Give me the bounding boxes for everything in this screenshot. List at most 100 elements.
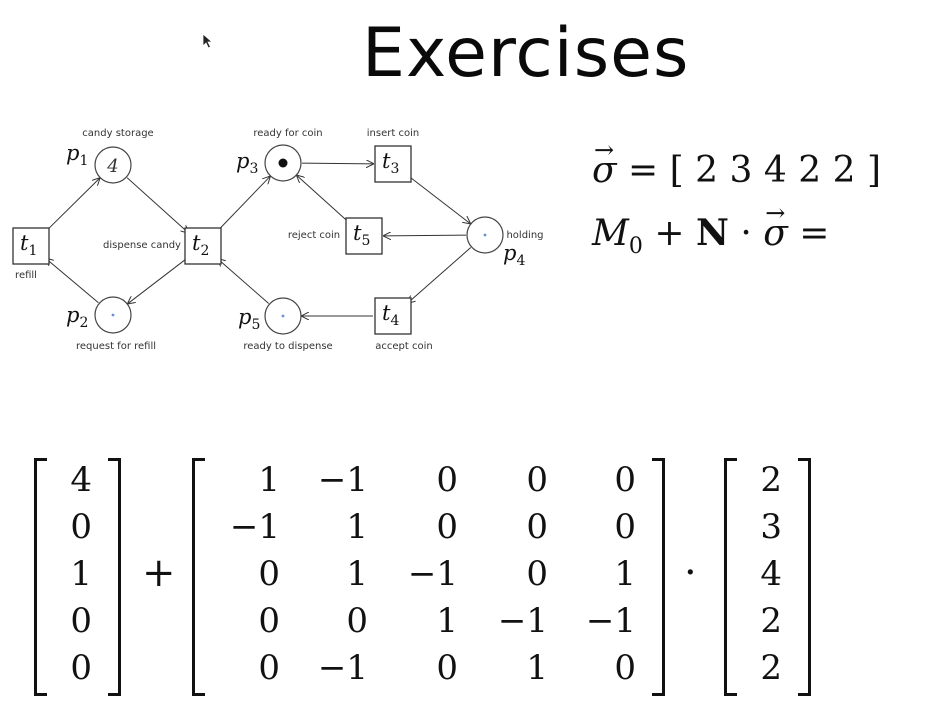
place-label: candy storage [82, 128, 153, 139]
arc-arrow [216, 177, 270, 232]
place-symbol: p4 [503, 241, 525, 269]
matrix-cell: 0 [258, 648, 280, 688]
matrix-cell: 0 [614, 648, 636, 688]
arc-arrow [301, 163, 373, 164]
sigma-value: 3 [729, 150, 753, 191]
place-label: holding [506, 230, 543, 241]
incidence-symbol: N [695, 212, 729, 254]
matrix-cell: 0 [526, 507, 548, 547]
arc-arrow [128, 257, 188, 303]
transition-label: dispense candy [103, 240, 181, 251]
matrix-cell: −1 [407, 554, 458, 594]
place-center-dot-icon [483, 233, 487, 237]
place-center-dot-icon [111, 313, 115, 317]
vector-cell: 4 [760, 554, 782, 594]
vector-cell: 1 [70, 554, 92, 594]
matrix-cell: −1 [585, 601, 636, 641]
sigma-symbol: σ [763, 213, 788, 254]
bracket-left [192, 458, 205, 696]
plus-operator: + [142, 550, 176, 596]
arc-arrow [408, 247, 472, 303]
transition-label: accept coin [375, 341, 432, 352]
matrix-cell: 0 [436, 648, 458, 688]
matrix-cell: 1 [614, 554, 636, 594]
transition-t1 [12, 227, 50, 265]
sigma-value: 4 [763, 150, 787, 191]
transition-t4 [374, 297, 412, 335]
arc-arrow [44, 178, 99, 233]
matrix-cell: 1 [526, 648, 548, 688]
matrix-cell: 0 [346, 601, 368, 641]
petri-net-diagram: 4 candy storage p1 request for refill p2 read… [12, 128, 544, 352]
place-symbol: p2 [66, 303, 88, 331]
place-p1 [94, 146, 132, 184]
matrix-cell: 0 [526, 460, 548, 500]
vector-cell: 0 [70, 507, 92, 547]
sigma-equals: = [628, 150, 659, 191]
arc-arrow [126, 177, 188, 233]
matrix-cell: 1 [346, 507, 368, 547]
token-count: 4 [106, 156, 118, 177]
matrix-cell: 1 [346, 554, 368, 594]
mouse-pointer-icon [202, 33, 214, 49]
matrix-cell: 1 [436, 601, 458, 641]
place-symbol: p5 [238, 305, 260, 333]
sigma-value: 2 [832, 150, 856, 191]
sigma-bracket-close: ] [866, 150, 881, 191]
bracket-left [724, 458, 737, 696]
matrix-cell: 0 [526, 554, 548, 594]
sigma-value: 2 [798, 150, 822, 191]
transition-label: reject coin [288, 230, 340, 241]
marking-symbol: M [592, 213, 629, 254]
bracket-left [34, 458, 47, 696]
place-label: ready to dispense [243, 341, 332, 352]
bracket-right [798, 458, 811, 696]
arc-arrow [408, 175, 470, 223]
vector-cell: 4 [70, 460, 92, 500]
token-icon [278, 158, 288, 168]
sigma-value: 2 [695, 150, 719, 191]
vector-cell: 0 [70, 648, 92, 688]
matrix-cell: −1 [229, 507, 280, 547]
bracket-right [108, 458, 121, 696]
plus-operator: + [654, 213, 685, 254]
matrix-cell: 0 [258, 601, 280, 641]
arc-arrow [46, 259, 99, 304]
state-equation: M0 + N · σ → = [592, 199, 830, 259]
bracket-right [652, 458, 665, 696]
matrix-cell: −1 [497, 601, 548, 641]
transition-label: refill [15, 270, 37, 281]
arc-arrow [384, 235, 467, 236]
page-title: Exercises [362, 14, 690, 93]
place-label: request for refill [76, 341, 156, 352]
vector-cell: 0 [70, 601, 92, 641]
dot-operator: · [740, 213, 752, 254]
matrix-cell: −1 [317, 648, 368, 688]
vector-cell: 3 [760, 507, 782, 547]
sigma-symbol: σ [592, 150, 617, 191]
sigma-bracket-open: [ [669, 150, 684, 191]
dot-operator: · [684, 550, 697, 596]
matrix-cell: −1 [317, 460, 368, 500]
place-symbol: p1 [66, 141, 88, 169]
matrix-cell: 1 [258, 460, 280, 500]
vector-arrow-icon: → [765, 199, 786, 227]
matrix-cell: 0 [436, 507, 458, 547]
place-label: ready for coin [253, 128, 322, 139]
place-center-dot-icon [281, 314, 285, 318]
vector-cell: 2 [760, 460, 782, 500]
transition-label: insert coin [367, 128, 419, 139]
matrix-cell: 0 [436, 460, 458, 500]
transition-t5 [345, 217, 383, 255]
arc-arrow [218, 259, 270, 304]
arc-arrow [297, 176, 350, 223]
state-equals: = [799, 213, 830, 254]
vector-cell: 2 [760, 601, 782, 641]
transition-t3 [374, 145, 412, 183]
vector-arrow-icon: → [594, 136, 615, 164]
transition-t2 [184, 227, 222, 265]
vector-cell: 2 [760, 648, 782, 688]
marking-subscript: 0 [628, 234, 643, 259]
matrix-cell: 0 [614, 507, 636, 547]
place-symbol: p3 [236, 149, 258, 177]
